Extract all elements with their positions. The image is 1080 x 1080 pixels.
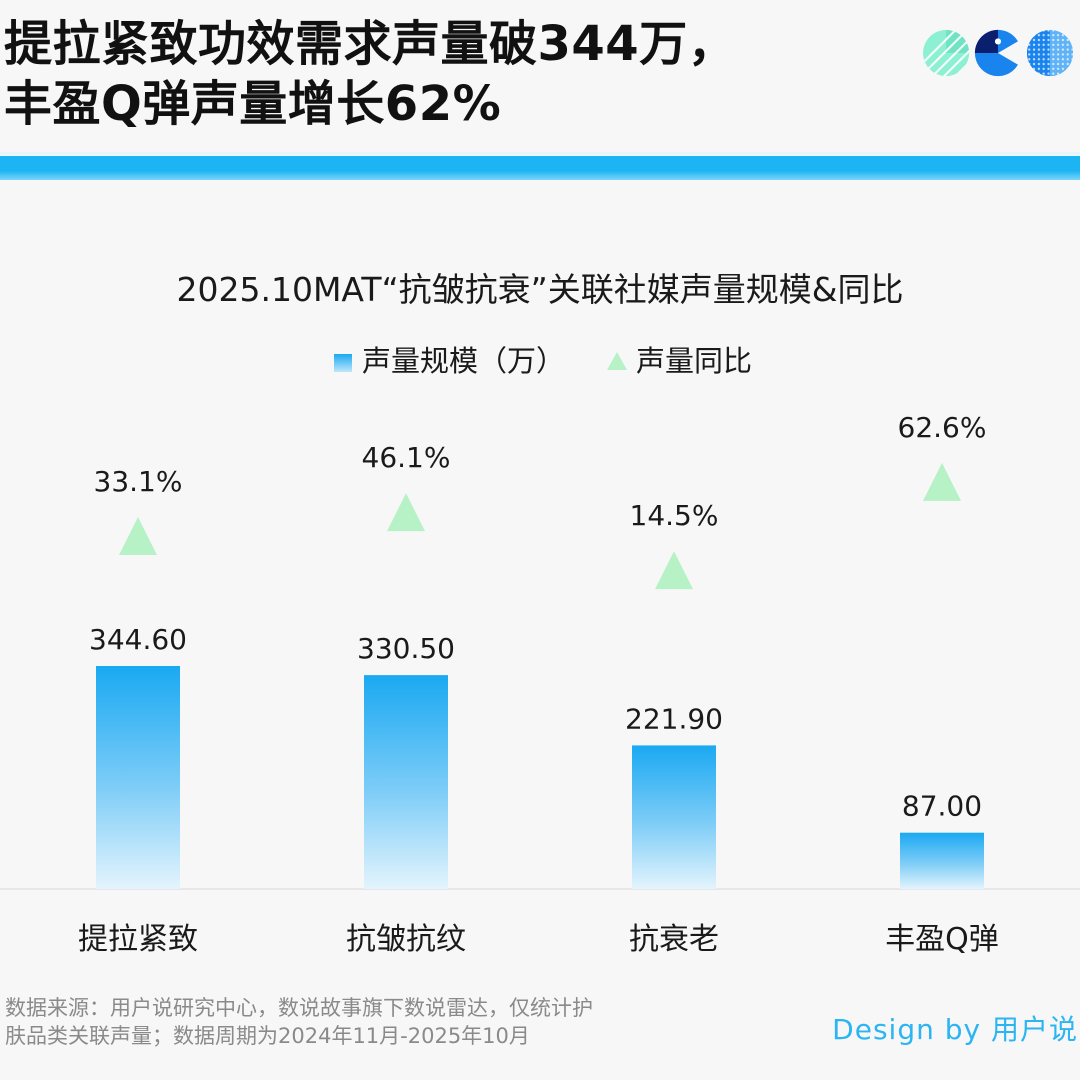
legend-bar-swatch <box>334 354 352 372</box>
data-source-line-1: 数据来源：用户说研究中心，数说故事旗下数说雷达，仅统计护 <box>5 996 593 1020</box>
bar-value-label-4: 87.00 <box>902 790 982 823</box>
bar-3 <box>632 745 716 889</box>
category-label-4: 丰盈Q弹 <box>885 922 999 957</box>
headline-line-1: 提拉紧致功效需求声量破344万， <box>4 16 737 72</box>
chart-legend: 声量规模（万） 声量同比 <box>0 338 1080 384</box>
brand-logo <box>923 29 1073 77</box>
title-divider-highlight <box>0 152 1080 155</box>
headline: 提拉紧致功效需求声量破344万， 丰盈Q弹声量增长62% <box>4 14 736 134</box>
yoy-markers-layer <box>119 462 961 590</box>
bar-2 <box>364 675 448 889</box>
title-accent-bar <box>0 156 1080 180</box>
yoy-marker-2 <box>387 493 425 532</box>
yoy-value-label-2: 46.1% <box>362 441 451 474</box>
bar-value-label-3: 221.90 <box>625 702 723 735</box>
dotted-circle-icon <box>1026 29 1073 77</box>
yoy-value-label-1: 33.1% <box>94 465 183 498</box>
legend-triangle-swatch <box>607 352 627 370</box>
yoy-marker-1 <box>119 517 157 555</box>
yoy-value-label-3: 14.5% <box>630 499 719 532</box>
legend-yoy-label: 声量同比 <box>636 344 753 378</box>
bars-layer <box>0 666 1080 890</box>
bar-4 <box>900 832 984 889</box>
chart-title: 2025.10MAT“抗皱抗衰”关联社媒声量规模&同比 <box>176 270 904 309</box>
legend-volume-label: 声量规模（万） <box>362 344 566 378</box>
data-source-note: 数据来源：用户说研究中心，数说故事旗下数说雷达，仅统计护 肤品类关联声量；数据周… <box>5 994 593 1050</box>
bar-1 <box>96 666 180 889</box>
category-label-3: 抗衰老 <box>629 922 719 957</box>
bar-value-label-2: 330.50 <box>357 632 455 665</box>
pacman-circle-icon <box>974 29 1026 77</box>
data-source-line-2: 肤品类关联声量；数据周期为2024年11月-2025年10月 <box>5 1024 530 1048</box>
design-credit: Design by 用户说 <box>832 1013 1078 1046</box>
yoy-marker-3 <box>655 551 693 590</box>
labels-layer: 344.60 提拉紧致 33.1% 330.50 抗皱抗纹 46.1% 221.90 抗衰老 1… <box>78 411 999 957</box>
headline-line-2: 丰盈Q弹声量增长62% <box>4 76 502 132</box>
category-label-1: 提拉紧致 <box>78 922 198 957</box>
yoy-marker-4 <box>923 462 961 501</box>
category-label-2: 抗皱抗纹 <box>346 922 466 957</box>
bar-value-label-1: 344.60 <box>89 623 187 656</box>
yoy-value-label-4: 62.6% <box>898 411 987 444</box>
